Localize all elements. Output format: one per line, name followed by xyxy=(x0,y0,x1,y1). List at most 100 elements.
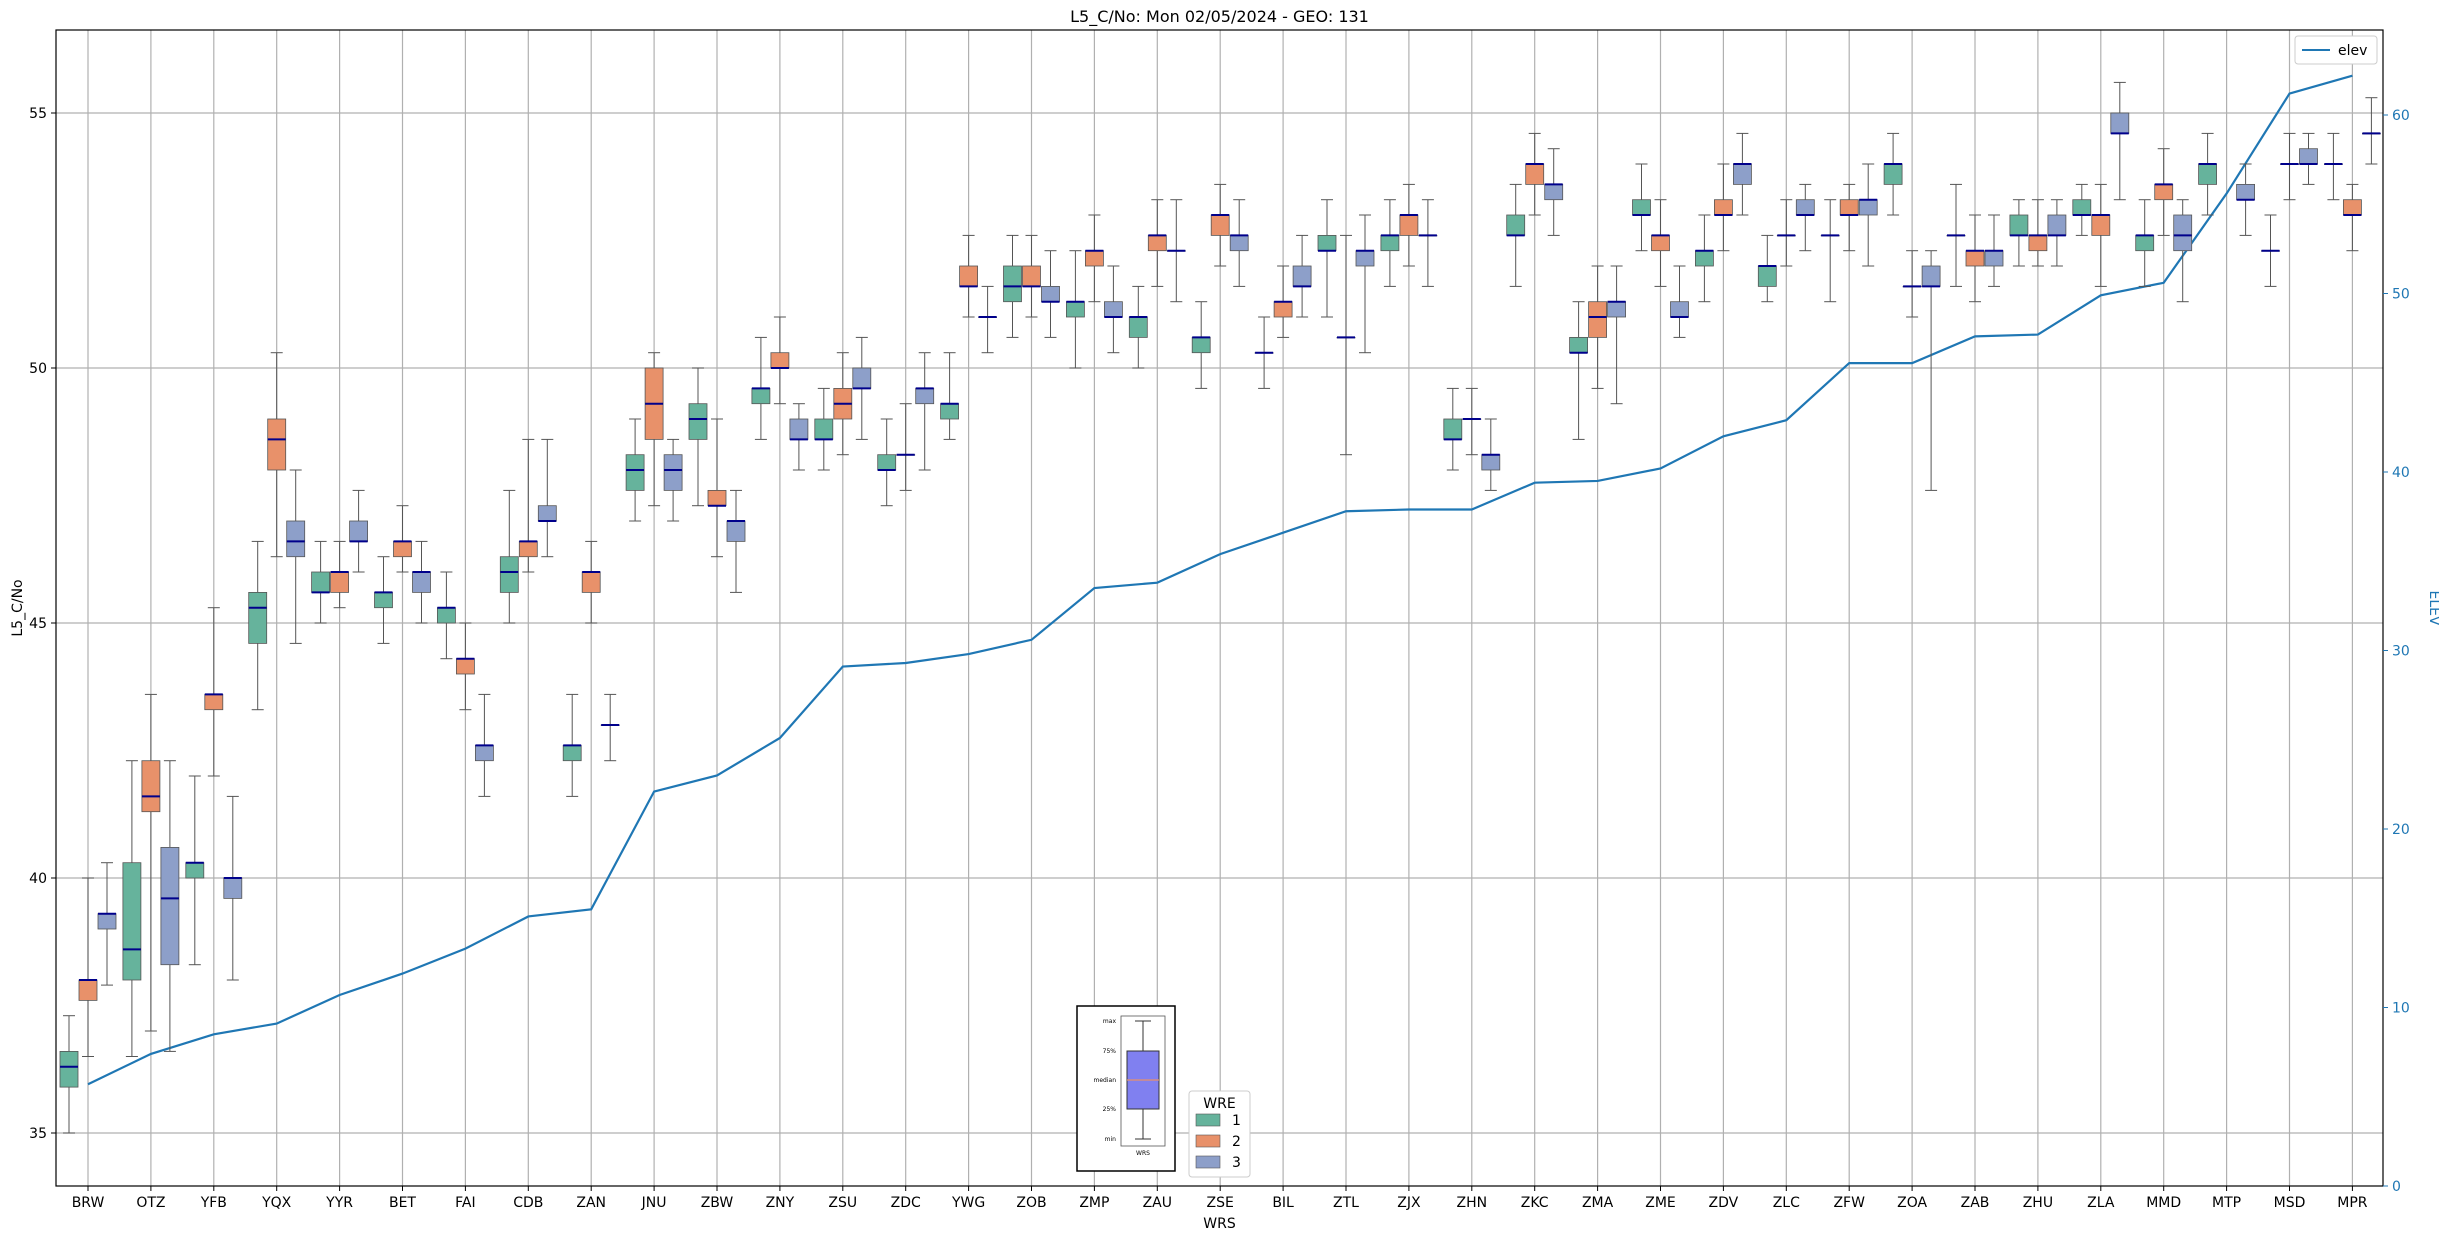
box-iqr xyxy=(1588,301,1607,338)
box-iqr xyxy=(474,745,494,762)
box-zny-wre3 xyxy=(789,403,809,471)
box-iqr xyxy=(455,658,475,675)
y2-tick-label: 30 xyxy=(2392,644,2410,660)
box-zse-wre1 xyxy=(1191,301,1211,389)
box-zdv-wre1 xyxy=(1695,214,1714,303)
plot-frame xyxy=(55,29,2384,1187)
box-zma-wre2 xyxy=(1588,265,1607,389)
x-tick-label: MPR xyxy=(2337,1195,2368,1211)
box-mtp-wre3 xyxy=(2236,163,2256,236)
box-brw-wre1 xyxy=(59,1015,79,1134)
box-zdc-wre3 xyxy=(915,352,935,471)
box-iqr xyxy=(122,862,142,981)
box-zhn-wre1 xyxy=(1443,387,1463,471)
box-ztl-wre1 xyxy=(1317,199,1337,318)
box-zjx-wre3 xyxy=(1418,199,1438,287)
x-tick-label: ZMP xyxy=(1079,1195,1109,1211)
box-iqr xyxy=(286,520,306,558)
box-zmp-wre2 xyxy=(1085,214,1104,303)
box-mtp-wre1 xyxy=(2198,132,2218,216)
box-iqr xyxy=(770,352,790,369)
box-iqr xyxy=(1670,301,1689,318)
box-iqr xyxy=(877,454,897,471)
box-iqr xyxy=(2047,214,2067,236)
key-label: min xyxy=(1105,1136,1117,1143)
box-iqr xyxy=(78,979,98,1001)
box-iqr xyxy=(2299,148,2318,165)
box-zab-wre1 xyxy=(1946,183,1966,287)
box-bet-wre1 xyxy=(374,556,393,644)
box-iqr xyxy=(814,418,834,440)
box-zoa-wre2 xyxy=(1902,250,1922,318)
x-tick-label: ZJX xyxy=(1397,1195,1421,1211)
box-iqr xyxy=(2154,183,2174,201)
box-msd-wre2 xyxy=(2280,132,2299,201)
x-tick-label: YWG xyxy=(951,1195,985,1211)
box-iqr xyxy=(1607,301,1626,318)
box-iqr xyxy=(1714,199,1733,216)
box-iqr xyxy=(1317,234,1337,252)
box-iqr xyxy=(688,403,708,440)
wre-legend-swatch xyxy=(1195,1113,1221,1127)
box-zhn-wre2 xyxy=(1462,387,1482,456)
x-tick-label: ZAN xyxy=(576,1195,606,1211)
box-yyr-wre2 xyxy=(330,540,350,609)
box-yfb-wre3 xyxy=(223,795,243,981)
box-fai-wre2 xyxy=(455,622,475,711)
box-yqx-wre2 xyxy=(267,352,287,558)
y2-axis-label: ELEV xyxy=(2426,590,2439,625)
elev-legend-label: elev xyxy=(2338,43,2367,59)
box-zob-wre3 xyxy=(1041,250,1060,338)
box-zfw-wre3 xyxy=(1858,163,1878,267)
box-yqx-wre3 xyxy=(286,469,306,644)
box-brw-wre2 xyxy=(78,877,98,1057)
box-iqr xyxy=(2236,183,2256,201)
box-iqr xyxy=(2072,199,2092,216)
box-zsu-wre1 xyxy=(814,387,834,471)
x-tick-label: ZLA xyxy=(2087,1195,2115,1211)
elev-legend: elev xyxy=(2294,35,2378,65)
box-bet-wre3 xyxy=(412,540,431,624)
box-yyr-wre1 xyxy=(311,540,331,624)
box-brw-wre3 xyxy=(97,862,117,986)
x-tick-label: ZDC xyxy=(891,1195,921,1211)
box-series xyxy=(59,81,2381,1134)
box-iqr xyxy=(223,877,243,899)
box-zlc-wre3 xyxy=(1795,183,1815,252)
box-ywg-wre2 xyxy=(959,234,978,318)
box-iqr xyxy=(562,745,582,762)
box-iqr xyxy=(1022,265,1041,287)
box-iqr xyxy=(2009,214,2029,236)
y-tick-label: 45 xyxy=(29,616,47,632)
wre-legend-title: WRE xyxy=(1203,1096,1235,1112)
box-zab-wre2 xyxy=(1965,214,1985,303)
box-bil-wre2 xyxy=(1273,265,1293,338)
box-iqr xyxy=(1147,234,1167,252)
box-ywg-wre1 xyxy=(940,352,959,440)
box-iqr xyxy=(1128,316,1148,338)
grid-lines xyxy=(56,30,2383,1186)
boxplot-key-inset: max 75% median 25% min WRS xyxy=(1076,1005,1176,1172)
box-iqr xyxy=(330,571,350,593)
box-iqr xyxy=(1085,250,1104,267)
box-yfb-wre1 xyxy=(185,775,205,966)
box-iqr xyxy=(1839,199,1859,216)
box-iqr xyxy=(1632,199,1651,216)
box-otz-wre2 xyxy=(141,693,161,1032)
box-msd-wre1 xyxy=(2261,214,2280,287)
x-tick-label: ZAB xyxy=(1961,1195,1990,1211)
key-label: max xyxy=(1103,1018,1117,1025)
box-iqr xyxy=(412,571,431,593)
y-axis-label: L5_C/No xyxy=(10,579,26,636)
x-tick-label: CDB xyxy=(513,1195,543,1211)
wre-legend-label: 2 xyxy=(1232,1134,1241,1150)
box-ztl-wre2 xyxy=(1336,234,1356,456)
x-tick-label: ZMA xyxy=(1582,1195,1614,1211)
elev-series xyxy=(87,74,2353,1086)
box-zlc-wre1 xyxy=(1757,234,1777,303)
box-zhu-wre3 xyxy=(2047,199,2067,267)
box-bil-wre1 xyxy=(1254,316,1274,389)
box-zbw-wre1 xyxy=(688,367,708,507)
box-zan-wre2 xyxy=(581,540,601,624)
box-zdc-wre2 xyxy=(896,403,916,491)
